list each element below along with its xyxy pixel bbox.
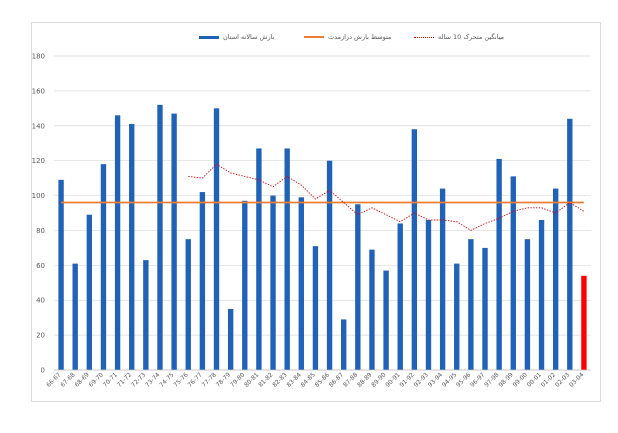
x-tick-label: 92-93 xyxy=(413,371,430,388)
bar xyxy=(227,308,234,370)
y-tick-label: 60 xyxy=(36,262,45,270)
x-tick-label: 74-75 xyxy=(158,371,175,388)
x-tick-label: 94-95 xyxy=(441,371,458,388)
x-tick-label: 95-96 xyxy=(455,371,472,388)
bar xyxy=(284,148,290,370)
legend-item-annual: بارش سالانه استان xyxy=(195,33,274,41)
x-tick-label: 88-89 xyxy=(356,371,373,388)
x-tick-label: 91-92 xyxy=(399,371,416,388)
bar xyxy=(72,263,78,370)
highlight-bar xyxy=(581,275,587,370)
x-tick-label: 67-68 xyxy=(59,371,76,388)
x-tick-label: 78-79 xyxy=(215,371,232,388)
y-tick-label: 20 xyxy=(36,332,45,340)
x-tick-label: 89-90 xyxy=(370,371,387,388)
bar xyxy=(242,200,248,370)
y-tick-label: 180 xyxy=(32,53,45,61)
bar xyxy=(454,263,460,370)
legend-item-moving-avg: میانگین متحرک 10 ساله xyxy=(410,33,504,41)
x-tick-label: 90-91 xyxy=(384,371,401,388)
bar xyxy=(482,247,488,370)
bar xyxy=(326,160,333,370)
bar xyxy=(114,115,121,370)
bar xyxy=(496,158,502,370)
bar xyxy=(312,246,319,370)
bar xyxy=(199,192,206,370)
bar xyxy=(256,148,262,370)
y-tick-label: 40 xyxy=(36,297,45,305)
legend-swatch-moving-avg xyxy=(414,36,434,38)
x-tick-label: 72-73 xyxy=(130,371,147,388)
y-tick-label: 0 xyxy=(41,367,45,375)
legend-swatch-longterm xyxy=(304,36,324,38)
x-tick-label: 79-80 xyxy=(229,371,246,388)
bar xyxy=(129,124,135,371)
bar xyxy=(355,204,361,370)
bar xyxy=(567,118,573,370)
bar xyxy=(383,270,389,370)
legend-label-moving-avg: میانگین متحرک 10 ساله xyxy=(438,33,505,41)
x-tick-label: 99-00 xyxy=(512,371,529,388)
x-tick-label: 82-83 xyxy=(271,371,288,388)
series-line-moving-average xyxy=(188,163,585,231)
y-tick-label: 100 xyxy=(32,192,45,200)
bar xyxy=(425,219,432,370)
x-tick-label: 73-74 xyxy=(144,371,161,388)
bar xyxy=(171,113,177,371)
legend-swatch-annual xyxy=(199,35,219,39)
bar xyxy=(185,239,191,370)
legend-item-longterm: متوسط بارش درازمدت xyxy=(300,33,391,41)
x-tick-label: 01-02 xyxy=(540,371,557,388)
x-tick-label: 83-84 xyxy=(285,371,302,388)
bar xyxy=(369,249,375,370)
x-tick-label: 77-78 xyxy=(201,371,218,388)
bar xyxy=(143,260,149,370)
x-tick-label: 76-77 xyxy=(187,371,204,388)
bar xyxy=(397,223,403,370)
x-tick-label: 93-94 xyxy=(427,371,444,388)
x-tick-label: 69-70 xyxy=(88,371,105,388)
bar xyxy=(270,195,276,370)
bar xyxy=(157,104,163,370)
y-tick-label: 80 xyxy=(36,227,45,235)
y-tick-label: 120 xyxy=(32,157,45,165)
x-tick-label: 85-86 xyxy=(314,371,331,388)
x-tick-label: 70-71 xyxy=(102,371,119,388)
bar xyxy=(298,197,304,370)
x-tick-label: 81-82 xyxy=(257,371,274,388)
x-tick-label: 00-01 xyxy=(526,371,543,388)
x-tick-label: 98-99 xyxy=(497,371,514,388)
legend-label-annual: بارش سالانه استان xyxy=(223,33,275,41)
x-tick-label: 84-85 xyxy=(300,371,317,388)
y-tick-label: 160 xyxy=(32,87,45,95)
bar xyxy=(341,319,347,370)
bar xyxy=(86,214,93,370)
bar xyxy=(100,164,107,370)
x-tick-label: 68-69 xyxy=(73,371,90,388)
x-tick-label: 87-88 xyxy=(342,371,359,388)
bar xyxy=(58,179,64,370)
bar xyxy=(439,188,446,370)
x-tick-label: 02-03 xyxy=(554,371,571,388)
x-tick-label: 03-04 xyxy=(568,371,585,388)
bar xyxy=(524,239,531,370)
bar xyxy=(411,129,418,370)
bar xyxy=(468,239,474,370)
bar xyxy=(538,219,545,370)
bar xyxy=(213,108,220,370)
x-tick-label: 71-72 xyxy=(116,371,133,388)
legend-label-longterm: متوسط بارش درازمدت xyxy=(328,33,392,41)
x-tick-label: 96-97 xyxy=(469,371,486,388)
x-tick-label: 80-81 xyxy=(243,371,260,388)
bar xyxy=(510,176,516,370)
x-tick-label: 75-76 xyxy=(172,371,189,388)
x-tick-label: 97-98 xyxy=(483,371,500,388)
x-tick-label: 86-87 xyxy=(328,371,345,388)
x-tick-label: 66-67 xyxy=(45,371,62,388)
y-tick-label: 140 xyxy=(32,122,45,130)
bar xyxy=(552,188,559,370)
